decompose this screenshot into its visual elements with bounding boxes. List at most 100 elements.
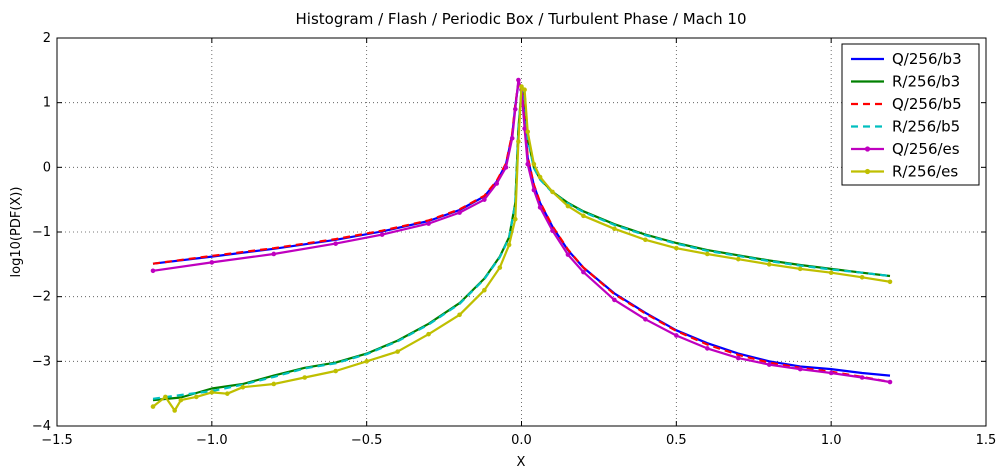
data-point: [503, 165, 509, 170]
data-point: [766, 262, 772, 267]
data-point: [828, 370, 834, 376]
x-axis-label: X: [517, 455, 526, 470]
data-point: [302, 375, 308, 380]
data-point: [209, 390, 215, 395]
data-point: [643, 237, 648, 243]
legend-label: R/256/es: [892, 163, 958, 181]
series-line-q-256-es: [152, 78, 891, 384]
legend: Q/256/b3 R/256/b3 Q/256/b5 R/256/b5 Q/256/es…: [841, 43, 980, 186]
data-point: [537, 205, 543, 210]
data-point: [643, 317, 648, 322]
x-tick-label: 1.0: [821, 433, 842, 448]
data-point: [513, 106, 518, 112]
data-point: [859, 274, 865, 280]
data-point: [364, 359, 369, 364]
y-tick-label: 1: [43, 96, 51, 111]
data-point: [705, 346, 710, 351]
data-point: [705, 251, 710, 257]
legend-box: [841, 43, 980, 186]
data-point: [516, 77, 521, 83]
data-point: [150, 268, 156, 274]
data-point: [457, 210, 462, 215]
x-tick-label: 0.5: [666, 433, 687, 448]
data-point: [674, 333, 679, 338]
legend-marker: [864, 168, 871, 175]
data-point: [333, 368, 339, 374]
data-point: [565, 203, 571, 209]
y-tick-label: −4: [32, 419, 51, 434]
data-point: [531, 187, 537, 193]
legend-label: Q/256/b5: [892, 95, 962, 113]
data-point: [581, 269, 586, 275]
data-point: [550, 189, 555, 195]
y-tick-label: −3: [32, 354, 51, 369]
data-point: [333, 241, 339, 246]
legend-label: R/256/b5: [892, 118, 960, 136]
data-point: [797, 266, 803, 272]
series-line-r-256-b5: [152, 89, 891, 400]
data-point: [426, 221, 431, 226]
data-point: [581, 213, 586, 219]
data-point: [550, 228, 555, 234]
data-point: [271, 381, 277, 387]
axis-ticks: −1.5 −1.0 −0.5 0.0 0.5 1.0 1.5 −4 −3 −2 −1 0 1 2: [32, 31, 997, 448]
data-point: [506, 242, 512, 248]
x-tick-label: −1.5: [41, 433, 73, 448]
data-point: [828, 270, 834, 276]
data-point: [194, 394, 199, 400]
data-point: [513, 216, 518, 222]
chart-title: Histogram / Flash / Periodic Box / Turbu…: [296, 10, 747, 28]
data-point: [482, 197, 487, 202]
data-point: [172, 408, 177, 413]
y-axis-label: log10(PDF(X)): [9, 187, 24, 278]
data-point: [519, 84, 524, 89]
data-point: [766, 362, 772, 367]
data-point: [426, 331, 431, 337]
data-point: [457, 312, 462, 318]
legend-label: R/256/b3: [892, 73, 960, 91]
data-point: [509, 135, 515, 141]
series-line-r-256-es: [152, 85, 891, 412]
data-point: [271, 251, 277, 257]
x-tick-label: −0.5: [351, 433, 383, 448]
data-point: [612, 226, 617, 232]
data-point: [859, 375, 865, 380]
data-point: [735, 256, 741, 262]
data-point: [735, 355, 741, 361]
data-point: [537, 174, 543, 180]
data-point: [178, 397, 184, 403]
data-point: [209, 260, 215, 265]
data-point: [612, 297, 617, 303]
series-line-q-256-b5: [152, 81, 891, 384]
legend-label: Q/256/b3: [892, 50, 962, 68]
data-point: [531, 161, 537, 167]
data-point: [887, 279, 893, 285]
x-tick-label: −1.0: [196, 433, 228, 448]
data-point: [887, 379, 893, 385]
y-tick-label: 0: [43, 160, 51, 175]
data-point: [379, 232, 385, 237]
y-tick-label: 2: [43, 31, 51, 46]
series-line-r-256-b3: [152, 88, 891, 402]
legend-marker: [864, 146, 871, 152]
data-point: [516, 139, 521, 144]
series-line-q-256-b3: [152, 82, 891, 377]
y-tick-label: −1: [32, 225, 51, 240]
data-point: [497, 265, 503, 270]
data-point: [482, 287, 487, 293]
data-point: [522, 126, 527, 131]
data-point: [525, 161, 530, 167]
data-point: [240, 384, 246, 390]
data-point: [395, 349, 400, 354]
x-tick-label: 1.5: [976, 433, 997, 448]
y-tick-label: −2: [32, 290, 51, 305]
plot-lines: [150, 77, 893, 413]
data-point: [225, 391, 230, 396]
x-tick-label: 0.0: [511, 433, 532, 448]
data-point: [163, 394, 168, 400]
data-point: [525, 129, 530, 135]
data-point: [522, 87, 527, 93]
data-point: [797, 366, 803, 372]
legend-label: Q/256/es: [892, 140, 960, 158]
